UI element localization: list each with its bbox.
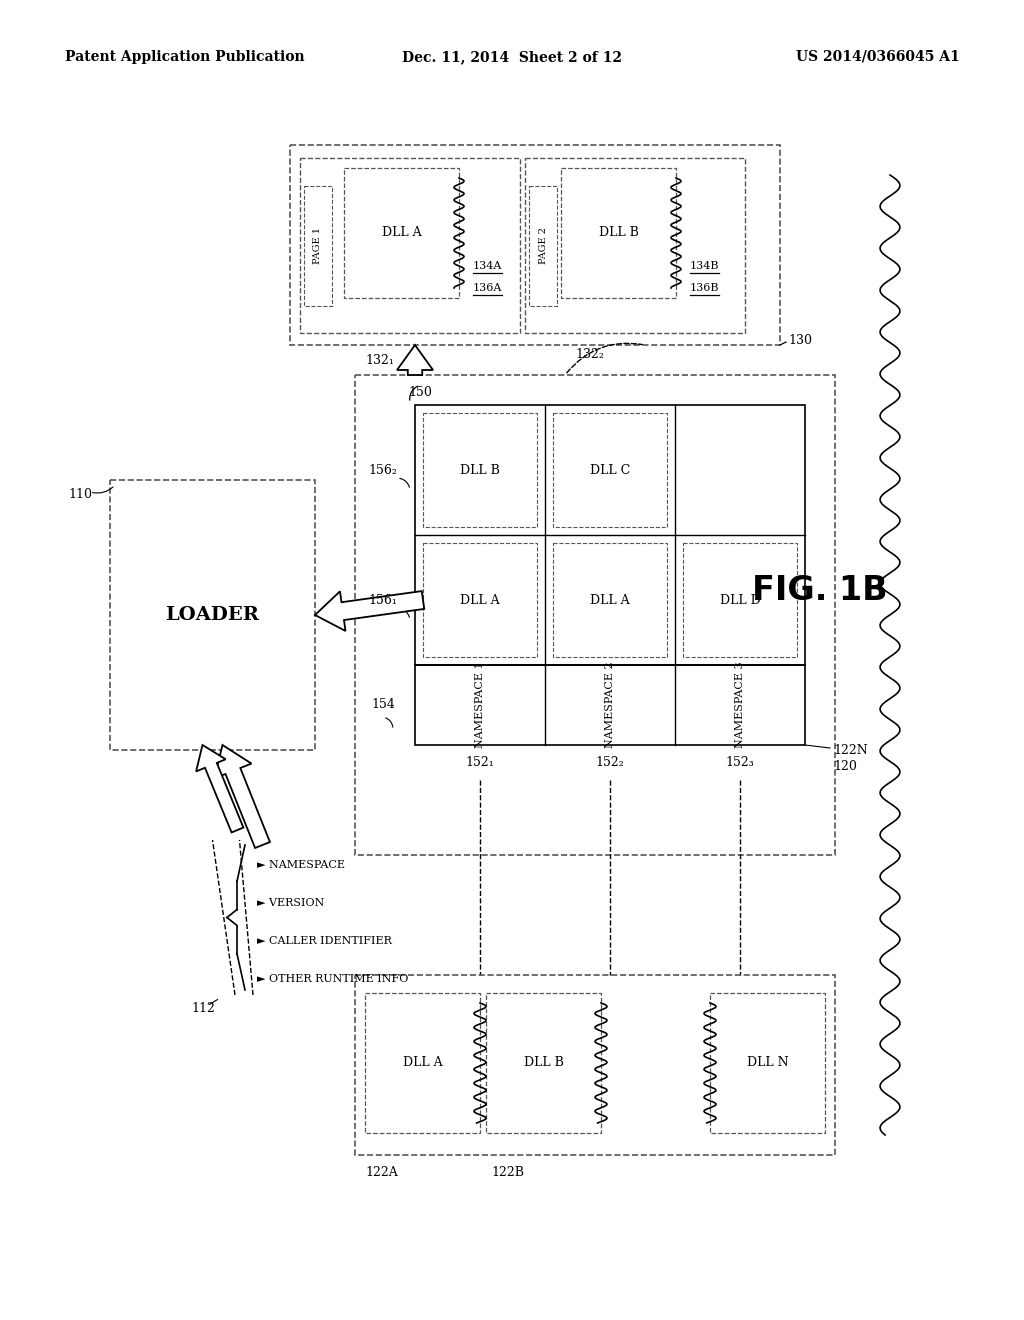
Text: PAGE 1: PAGE 1 xyxy=(313,227,323,264)
Bar xyxy=(553,543,667,657)
Text: 152₂: 152₂ xyxy=(596,756,625,770)
Bar xyxy=(355,375,835,855)
Text: 152₁: 152₁ xyxy=(466,756,495,770)
Text: PAGE 2: PAGE 2 xyxy=(539,227,548,264)
Text: 156₁: 156₁ xyxy=(368,594,397,606)
Bar xyxy=(486,993,601,1133)
Bar xyxy=(344,168,459,298)
Bar xyxy=(423,543,537,657)
Bar xyxy=(561,168,676,298)
Text: 136B: 136B xyxy=(689,282,719,293)
Text: DLL B: DLL B xyxy=(460,463,500,477)
Text: DLL A: DLL A xyxy=(590,594,630,606)
Bar xyxy=(525,158,745,333)
Text: US 2014/0366045 A1: US 2014/0366045 A1 xyxy=(797,50,961,63)
Polygon shape xyxy=(196,744,244,833)
Text: LOADER: LOADER xyxy=(166,606,259,624)
Bar xyxy=(553,413,667,527)
Polygon shape xyxy=(397,345,433,375)
Text: FIG. 1B: FIG. 1B xyxy=(753,573,888,606)
Text: DLL B: DLL B xyxy=(599,227,638,239)
Text: ► VERSION: ► VERSION xyxy=(257,898,325,908)
Text: 120: 120 xyxy=(833,760,857,774)
Text: NAMESPACE 3: NAMESPACE 3 xyxy=(735,661,745,748)
Text: DLL D: DLL D xyxy=(720,594,761,606)
Text: DLL B: DLL B xyxy=(523,1056,563,1069)
Text: DLL A: DLL A xyxy=(460,594,500,606)
Text: 156₂: 156₂ xyxy=(368,463,397,477)
Bar xyxy=(710,993,825,1133)
Text: 112: 112 xyxy=(191,1002,215,1015)
Text: 132₁: 132₁ xyxy=(366,354,394,367)
Bar xyxy=(304,186,332,305)
Text: ► NAMESPACE: ► NAMESPACE xyxy=(257,861,345,870)
Text: ► CALLER IDENTIFIER: ► CALLER IDENTIFIER xyxy=(257,936,392,946)
Text: 154: 154 xyxy=(371,698,395,711)
Text: Patent Application Publication: Patent Application Publication xyxy=(65,50,304,63)
Bar xyxy=(529,186,557,305)
Bar xyxy=(415,405,805,665)
Text: 132₂: 132₂ xyxy=(575,348,604,362)
Bar xyxy=(365,993,480,1133)
Bar xyxy=(415,665,805,744)
Text: ► OTHER RUNTIME INFO: ► OTHER RUNTIME INFO xyxy=(257,974,409,983)
Text: DLL N: DLL N xyxy=(746,1056,788,1069)
Bar xyxy=(110,480,315,750)
Text: 122B: 122B xyxy=(490,1167,524,1180)
Bar xyxy=(300,158,520,333)
Polygon shape xyxy=(315,591,424,631)
Bar xyxy=(683,543,797,657)
Text: DLL A: DLL A xyxy=(382,227,421,239)
Text: 136A: 136A xyxy=(472,282,502,293)
Text: NAMESPACE 2: NAMESPACE 2 xyxy=(605,661,615,748)
Text: 150: 150 xyxy=(408,387,432,400)
Text: 152₃: 152₃ xyxy=(726,756,755,770)
Text: Dec. 11, 2014  Sheet 2 of 12: Dec. 11, 2014 Sheet 2 of 12 xyxy=(402,50,622,63)
Text: DLL C: DLL C xyxy=(590,463,630,477)
Text: NAMESPACE 1: NAMESPACE 1 xyxy=(475,661,485,748)
Bar xyxy=(423,413,537,527)
Bar xyxy=(355,975,835,1155)
Bar xyxy=(290,145,780,345)
Text: 134A: 134A xyxy=(472,261,502,271)
Text: 122N: 122N xyxy=(833,743,867,756)
Text: 122A: 122A xyxy=(365,1167,397,1180)
Text: 130: 130 xyxy=(788,334,812,346)
Text: 134B: 134B xyxy=(689,261,719,271)
Text: DLL A: DLL A xyxy=(402,1056,442,1069)
Polygon shape xyxy=(214,744,270,847)
Text: 110: 110 xyxy=(68,488,92,502)
